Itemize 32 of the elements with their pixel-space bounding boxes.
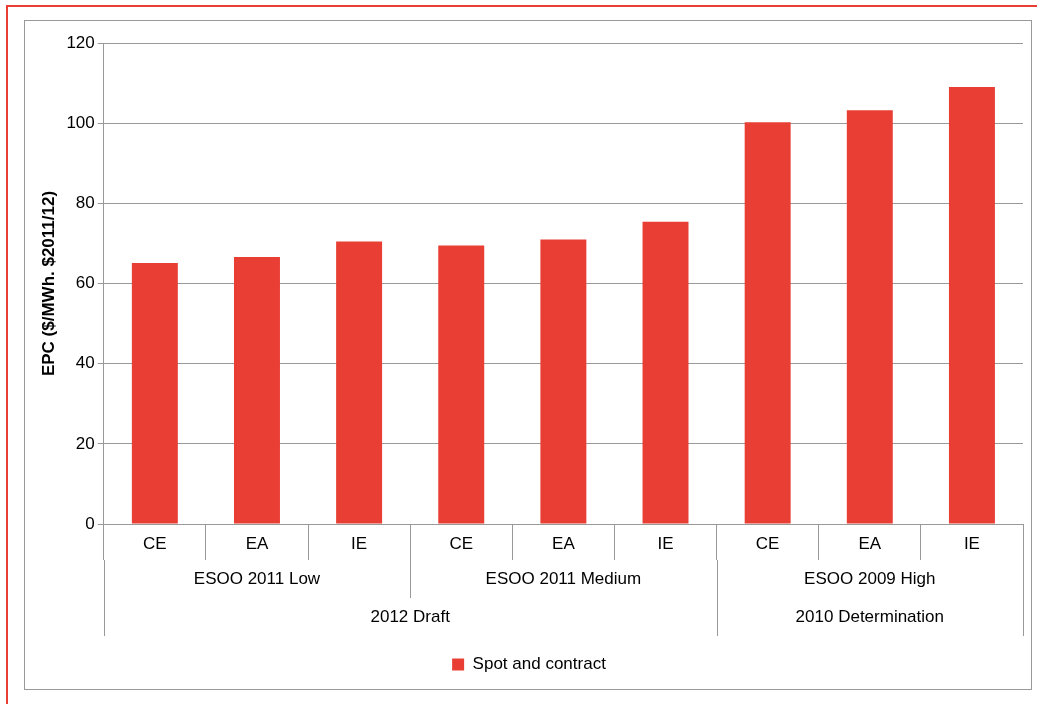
bar — [846, 110, 893, 524]
y-tick-label: 20 — [75, 433, 95, 453]
bar — [948, 87, 995, 524]
bar — [642, 221, 689, 524]
x-tick-label: EA — [858, 533, 882, 553]
bar — [233, 257, 280, 524]
x-tick-label: IE — [351, 533, 368, 553]
bar — [131, 263, 178, 524]
legend-label: Spot and contract — [472, 654, 607, 674]
bar — [336, 241, 383, 524]
x-tick-label: EA — [245, 533, 269, 553]
y-tick-label: 120 — [66, 32, 95, 52]
x-tick-label: CE — [449, 533, 474, 553]
y-tick-label: 0 — [85, 513, 95, 533]
y-tick-label: 80 — [75, 193, 95, 213]
x-tick-label: EA — [552, 533, 576, 553]
x-tick-label: IE — [657, 533, 674, 553]
text: ESOO 2009 High — [804, 568, 936, 588]
y-axis-title: EPC ($/MWh. $2011/12) — [38, 190, 58, 377]
y-tick-label: 40 — [75, 353, 95, 373]
text: 2010 Determination — [795, 606, 944, 626]
bar — [438, 245, 485, 524]
x-tick-label: CE — [143, 533, 167, 553]
bar — [744, 122, 791, 524]
y-tick-label: 60 — [75, 273, 95, 293]
text: ESOO 2011 Medium — [485, 568, 642, 588]
x-tick-label: IE — [963, 533, 980, 553]
y-tick-label: 100 — [66, 112, 95, 132]
bar — [540, 239, 587, 524]
text: ESOO 2011 Low — [193, 568, 321, 588]
x-tick-label: CE — [755, 533, 780, 553]
text: 2012 Draft — [370, 606, 451, 626]
